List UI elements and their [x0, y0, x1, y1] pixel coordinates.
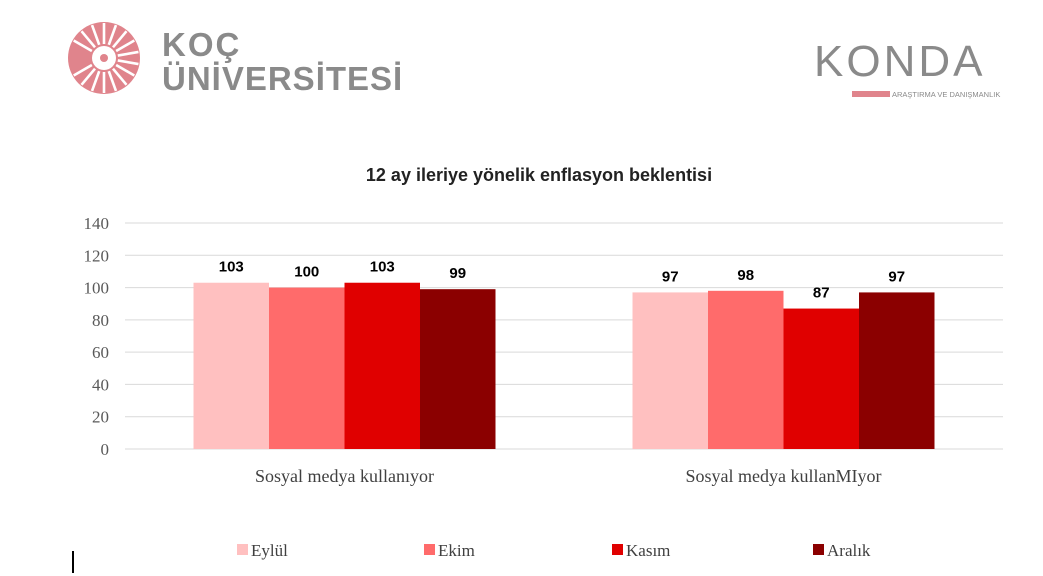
bar: [783, 308, 859, 449]
bar: [632, 292, 708, 449]
koc-universitesi-logo: KOÇ ÜNİVERSİTESİ: [68, 22, 403, 97]
legend-swatch: [424, 544, 435, 555]
data-label: 103: [370, 259, 395, 276]
y-tick-label: 80: [92, 311, 109, 330]
bar: [859, 292, 935, 449]
legend-label: Eylül: [251, 541, 288, 560]
x-category-label: Sosyal medya kullanıyor: [255, 466, 434, 486]
koc-logo-line2: ÜNİVERSİTESİ: [162, 60, 403, 97]
konda-logo: KONDA ARAŞTIRMA VE DANIŞMANLIK: [814, 37, 1000, 99]
x-category-label: Sosyal medya kullanMIyor: [686, 466, 882, 486]
data-label: 98: [737, 267, 754, 284]
chart-title: 12 ay ileriye yönelik enflasyon beklenti…: [366, 165, 712, 185]
data-label: 103: [219, 259, 244, 276]
data-label: 97: [888, 268, 905, 285]
legend-label: Ekim: [438, 541, 475, 560]
y-tick-label: 120: [84, 246, 110, 265]
y-tick-label: 140: [84, 214, 110, 233]
data-label: 99: [449, 265, 466, 282]
legend-swatch: [813, 544, 824, 555]
legend-swatch: [237, 544, 248, 555]
data-label: 100: [294, 264, 319, 281]
bar: [708, 290, 784, 449]
legend: Eylül Ekim Kasım Aralık: [237, 541, 871, 560]
text-cursor: [72, 551, 74, 573]
bar: [420, 289, 496, 449]
bar: [269, 287, 345, 449]
legend-label: Aralık: [827, 541, 871, 560]
legend-swatch: [612, 544, 623, 555]
data-label: 87: [813, 285, 830, 302]
data-labels: 103 100 103 99 97 98 87 97: [219, 259, 905, 302]
data-label: 97: [662, 268, 679, 285]
bar: [344, 282, 420, 449]
y-tick-label: 40: [92, 375, 109, 394]
y-tick-label: 0: [101, 440, 110, 459]
y-tick-label: 20: [92, 408, 109, 427]
x-axis-categories: Sosyal medya kullanıyor Sosyal medya kull…: [255, 466, 881, 486]
konda-logo-subtitle: ARAŞTIRMA VE DANIŞMANLIK: [892, 90, 1000, 99]
koc-logo-line1: KOÇ: [162, 26, 241, 63]
bar: [193, 282, 269, 449]
legend-label: Kasım: [626, 541, 670, 560]
bars: [193, 282, 935, 449]
konda-logo-bar: [852, 91, 890, 97]
y-tick-label: 100: [84, 279, 110, 298]
y-axis-ticks: 0 20 40 60 80 100 120 140: [84, 214, 110, 459]
konda-logo-name: KONDA: [814, 37, 985, 86]
koc-sun-emblem: [68, 22, 140, 94]
y-tick-label: 60: [92, 343, 109, 362]
